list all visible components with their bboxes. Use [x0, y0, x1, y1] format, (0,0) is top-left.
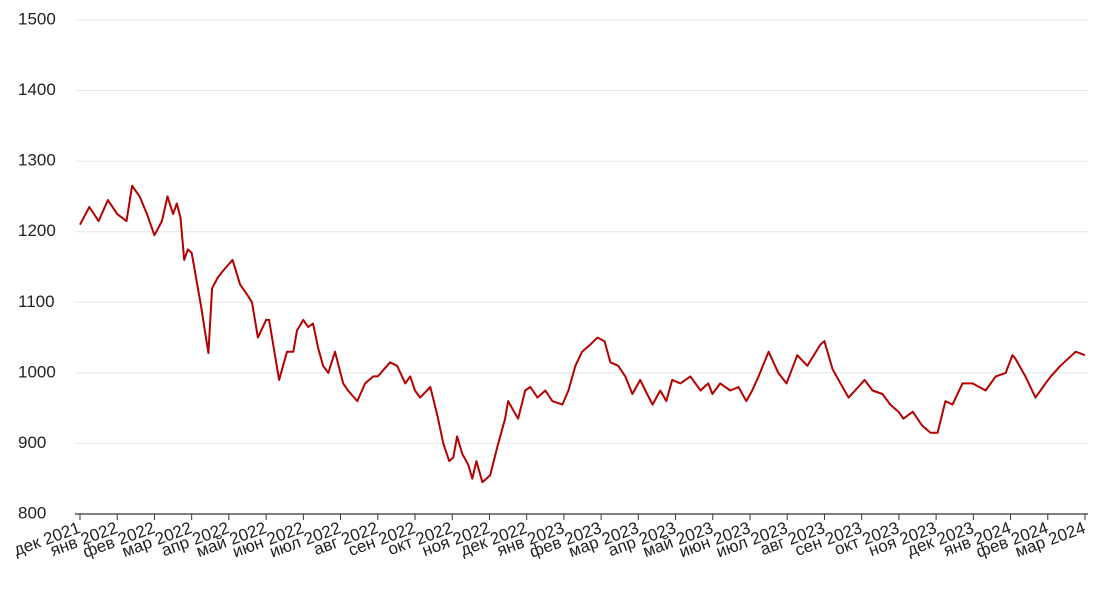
- price-line: [79, 184, 1086, 484]
- y-tick-label: 1300: [18, 151, 56, 170]
- y-tick-label: 900: [18, 433, 46, 452]
- y-tick-label: 1000: [18, 362, 56, 381]
- y-tick-label: 1100: [18, 292, 55, 311]
- y-tick-label: 1400: [18, 80, 56, 99]
- y-tick-label: 1200: [18, 221, 56, 240]
- y-tick-label: 1500: [18, 9, 56, 28]
- y-tick-label: 800: [18, 503, 46, 522]
